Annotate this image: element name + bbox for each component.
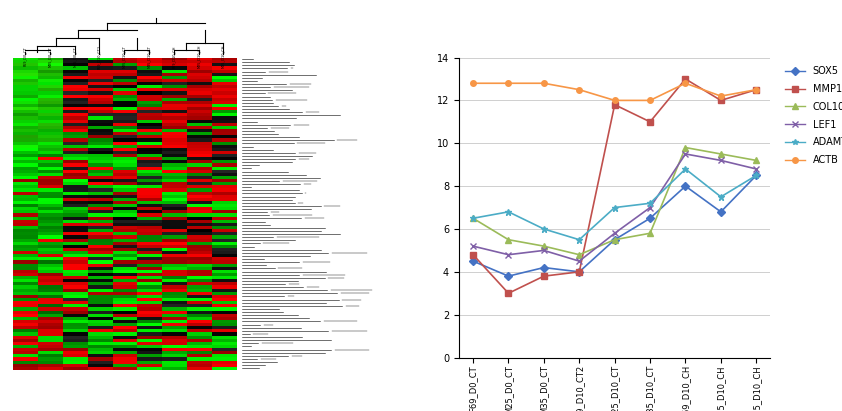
Line: SOX5: SOX5 [471, 173, 759, 279]
ACTB [504, 81, 514, 86]
ACTB [751, 87, 761, 92]
ADAMTS4 [468, 216, 478, 221]
ACTB [716, 94, 726, 99]
COL10A1 [645, 231, 655, 236]
ADAMTS4 [539, 226, 549, 231]
Text: F69_D10_CH: F69_D10_CH [172, 45, 176, 68]
COL10A1 [751, 158, 761, 163]
COL10A1 [574, 252, 584, 257]
SOX5 [574, 269, 584, 274]
Text: F69_D0_CT: F69_D0_CT [23, 47, 27, 66]
ADAMTS4 [680, 166, 690, 171]
ADAMTS4 [751, 173, 761, 178]
ADAMTS4 [610, 205, 620, 210]
LEF1 [751, 166, 761, 171]
Text: M25_D10_CT: M25_D10_CT [122, 45, 126, 68]
SOX5 [751, 173, 761, 178]
ACTB [539, 81, 549, 86]
MMP13 [610, 102, 620, 107]
Text: M35_D0_CT: M35_D0_CT [72, 46, 77, 67]
COL10A1 [680, 145, 690, 150]
COL10A1 [610, 237, 620, 242]
SOX5 [504, 274, 514, 279]
Text: F69_D10_CT2: F69_D10_CT2 [98, 44, 101, 69]
Legend: SOX5, MMP13, COL10A1, LEF1, ADAMTS4, ACTB: SOX5, MMP13, COL10A1, LEF1, ADAMTS4, ACT… [781, 62, 842, 169]
LEF1 [574, 259, 584, 263]
ADAMTS4 [574, 237, 584, 242]
Text: M35_D10_CH: M35_D10_CH [221, 45, 226, 68]
MMP13 [468, 252, 478, 257]
SOX5 [680, 184, 690, 189]
ADAMTS4 [716, 194, 726, 199]
MMP13 [539, 274, 549, 279]
ACTB [610, 98, 620, 103]
ACTB [680, 81, 690, 86]
LEF1 [610, 231, 620, 236]
ADAMTS4 [645, 201, 655, 206]
ACTB [645, 98, 655, 103]
Line: MMP13: MMP13 [471, 76, 759, 296]
Line: LEF1: LEF1 [470, 150, 759, 265]
ADAMTS4 [504, 209, 514, 214]
LEF1 [468, 244, 478, 249]
MMP13 [716, 98, 726, 103]
SOX5 [645, 216, 655, 221]
Line: ACTB: ACTB [471, 81, 759, 103]
Text: M25_D10_CH: M25_D10_CH [196, 45, 200, 68]
ACTB [574, 87, 584, 92]
SOX5 [539, 265, 549, 270]
Text: M25_D0_CT: M25_D0_CT [48, 46, 52, 67]
MMP13 [574, 269, 584, 274]
Line: ADAMTS4: ADAMTS4 [470, 166, 759, 243]
ACTB [468, 81, 478, 86]
LEF1 [680, 152, 690, 157]
Text: M35_D10_CT: M35_D10_CT [147, 45, 151, 68]
SOX5 [468, 259, 478, 263]
SOX5 [716, 209, 726, 214]
LEF1 [504, 252, 514, 257]
COL10A1 [468, 216, 478, 221]
Line: COL10A1: COL10A1 [471, 145, 759, 257]
SOX5 [610, 237, 620, 242]
MMP13 [751, 87, 761, 92]
LEF1 [716, 158, 726, 163]
MMP13 [680, 76, 690, 81]
LEF1 [539, 248, 549, 253]
MMP13 [504, 291, 514, 296]
COL10A1 [504, 237, 514, 242]
MMP13 [645, 119, 655, 124]
COL10A1 [539, 244, 549, 249]
COL10A1 [716, 152, 726, 157]
LEF1 [645, 205, 655, 210]
